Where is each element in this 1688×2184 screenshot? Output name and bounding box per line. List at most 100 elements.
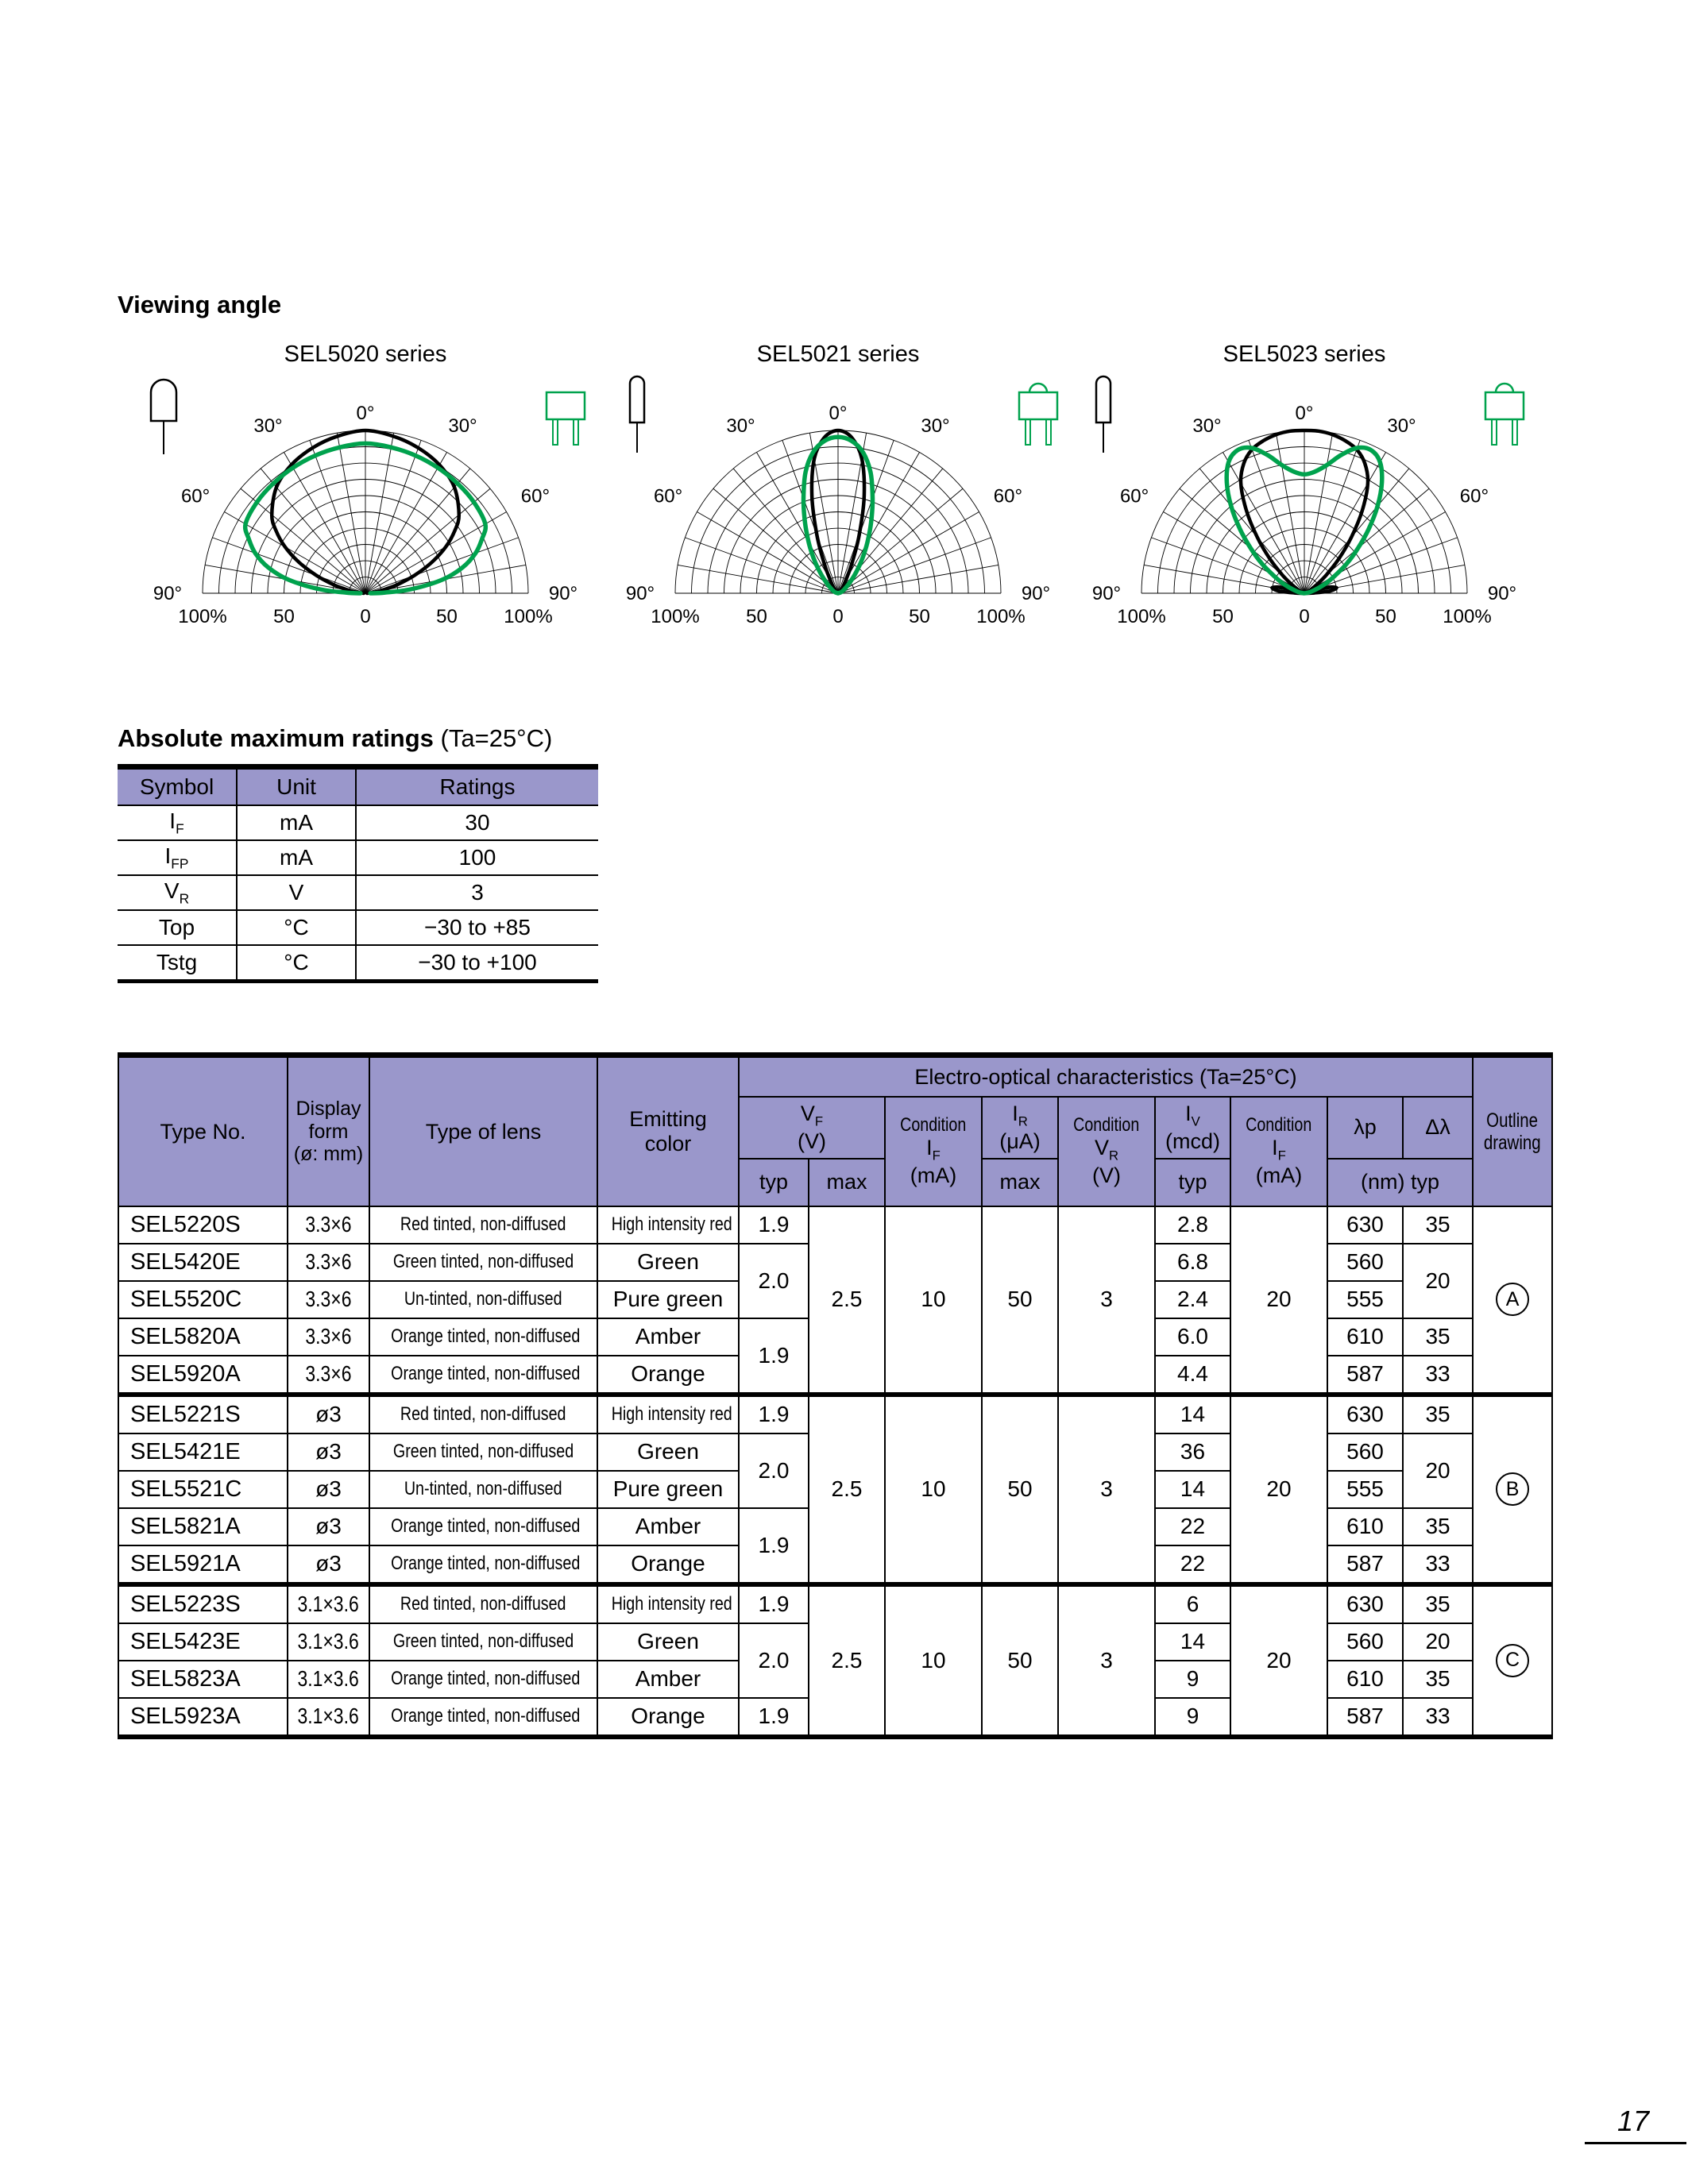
emitting-color-cell: Orange <box>597 1696 740 1738</box>
iv-typ-cell: 6 <box>1154 1581 1231 1624</box>
type-no-cell: SEL5520C <box>118 1279 288 1319</box>
iv-typ-cell: 2.8 <box>1154 1205 1231 1244</box>
iv-typ-cell: 9 <box>1154 1659 1231 1699</box>
viewing-angle-chart-sel5020: SEL5020 series 0° 30° 30° 60° 60° 90° 90° 100% 1… <box>119 341 612 647</box>
lambda-p-cell: 587 <box>1327 1354 1404 1395</box>
spec-row: SEL5821A ø3 Orange tinted, non-diffused Amb… <box>118 1507 1552 1585</box>
type-no-cell: SEL5421E <box>118 1432 288 1472</box>
amr-symbol-cell: IF <box>118 805 238 841</box>
radiation-pattern-curve <box>242 441 489 596</box>
lens-cell: Red tinted, non-diffused <box>369 1391 598 1434</box>
lambda-p-cell: 630 <box>1327 1205 1404 1244</box>
type-no-cell: SEL5521C <box>118 1469 288 1509</box>
lambda-p-cell: 610 <box>1327 1317 1404 1356</box>
amr-unit-cell: mA <box>236 839 357 876</box>
display-form-cell: 3.3×6 <box>287 1279 370 1319</box>
header-nm-typ: (nm) typ <box>1326 1157 1474 1207</box>
emitting-color-cell: Amber <box>597 1659 740 1699</box>
lens-cell: Orange tinted, non-diffused <box>369 1544 598 1585</box>
lambda-p-cell: 610 <box>1327 1507 1404 1546</box>
amr-unit-cell: °C <box>236 944 357 982</box>
polar-chart-sel5023: 0°30° 30°60° 60°90° 90°100% 100%50 500 <box>1092 375 1525 627</box>
round-led-icon <box>149 378 178 454</box>
delta-lambda-cell: 35 <box>1401 1659 1474 1699</box>
chart-title: SEL5020 series <box>284 341 447 367</box>
axis-label: 60° <box>521 486 550 507</box>
header-vf-max: max <box>808 1157 886 1207</box>
vf-max-cell: 2.5 <box>808 1205 886 1395</box>
amr-rating-cell: −30 to +85 <box>355 909 598 946</box>
ir-max-cell: 50 <box>981 1391 1059 1585</box>
axis-label: 100% <box>976 606 1025 627</box>
axis-label: 0 <box>360 606 370 627</box>
axis-label: 50 <box>1375 606 1396 627</box>
radiation-pattern-curve <box>809 428 867 596</box>
axis-label: 90° <box>549 583 577 604</box>
type-no-cell: SEL5420E <box>118 1242 288 1282</box>
vf-typ-cell: 1.9 <box>738 1696 809 1738</box>
page-number: 17 <box>1617 2105 1650 2137</box>
lens-cell: Orange tinted, non-diffused <box>369 1659 598 1699</box>
amr-row: Tstg °C −30 to +100 <box>118 944 598 982</box>
electro-optical-characteristics-table: Type No. Display form (ø: mm) Type of lens Em… <box>118 1052 1554 1739</box>
axis-label: 100% <box>651 606 699 627</box>
amr-column-header: Ratings <box>355 766 598 806</box>
spec-row: SEL5420E 3.3×6 Green tinted, non-diffused G… <box>118 1242 1552 1319</box>
axis-label: 50 <box>1212 606 1234 627</box>
axis-label: 50 <box>273 606 295 627</box>
lambda-p-cell: 560 <box>1327 1622 1404 1661</box>
viewing-angle-chart-sel5023: SEL5023 series 0° 30° 30° 60° 60° 90° 90° 100% 1… <box>1058 341 1551 647</box>
iv-typ-cell: 14 <box>1154 1469 1231 1509</box>
spec-row: SEL5421E ø3 Green tinted, non-diffused Gree… <box>118 1432 1552 1509</box>
axis-label: 30° <box>448 415 477 437</box>
condition-if-2-cell: 20 <box>1230 1581 1328 1738</box>
axis-label: 60° <box>181 486 210 507</box>
iv-typ-cell: 14 <box>1154 1622 1231 1661</box>
axis-label: 90° <box>626 583 655 604</box>
vf-typ-cell: 1.9 <box>738 1205 809 1244</box>
amr-symbol-cell: Top <box>118 909 238 946</box>
axis-label: 100% <box>1443 606 1491 627</box>
axis-label: 50 <box>746 606 767 627</box>
spec-row: SEL5223S 3.1×3.6 Red tinted, non-diffused H… <box>118 1581 1554 1738</box>
amr-rating-cell: 30 <box>355 805 598 841</box>
axis-label: 100% <box>504 606 552 627</box>
axis-label: 30° <box>921 415 949 437</box>
vf-typ-cell: 2.0 <box>738 1432 809 1509</box>
type-no-cell: SEL5221S <box>118 1391 288 1434</box>
header-display-form: Display form (ø: mm) <box>287 1054 370 1207</box>
amr-column-header: Unit <box>236 766 357 806</box>
display-form-cell: 3.1×3.6 <box>287 1622 370 1661</box>
header-type-no: Type No. <box>118 1054 288 1207</box>
header-ir-max: max <box>981 1157 1059 1207</box>
vf-typ-cell: 2.0 <box>738 1622 809 1699</box>
axis-label: 50 <box>436 606 458 627</box>
page-number-rule <box>1585 2142 1686 2144</box>
axis-label: 100% <box>178 606 226 627</box>
type-no-cell: SEL5821A <box>118 1507 288 1546</box>
axis-label: 30° <box>1192 415 1221 437</box>
header-outline-drawing: Outline drawing <box>1472 1054 1554 1207</box>
iv-typ-cell: 36 <box>1154 1432 1231 1472</box>
lens-cell: Orange tinted, non-diffused <box>369 1507 598 1546</box>
lambda-p-cell: 610 <box>1327 1659 1404 1699</box>
emitting-color-cell: High intensity red <box>597 1205 740 1244</box>
iv-typ-cell: 6.8 <box>1154 1242 1231 1282</box>
axis-label: 60° <box>654 486 682 507</box>
display-form-cell: 3.3×6 <box>287 1242 370 1282</box>
vf-typ-cell: 1.9 <box>738 1507 809 1585</box>
abs-max-ratings-heading: Absolute maximum ratings (Ta=25°C) <box>118 724 552 753</box>
spec-row: SEL5920A 3.3×6 Orange tinted, non-diffused… <box>118 1354 1552 1395</box>
polar-chart-sel5020: 0°30° 30°60° 60°90° 90°100% 100%50 500 <box>149 378 586 627</box>
axis-label: 30° <box>253 415 282 437</box>
viewing-angle-heading: Viewing angle <box>118 291 282 318</box>
type-no-cell: SEL5220S <box>118 1205 288 1244</box>
abs-max-ratings-heading-bold: Absolute maximum ratings <box>118 724 434 752</box>
header-emitting-color: Emitting color <box>597 1054 740 1207</box>
lambda-p-cell: 630 <box>1327 1391 1404 1434</box>
amr-symbol-cell: IFP <box>118 839 238 876</box>
iv-typ-cell: 6.0 <box>1154 1317 1231 1356</box>
display-form-cell: 3.3×6 <box>287 1354 370 1395</box>
lens-cell: Green tinted, non-diffused <box>369 1242 598 1282</box>
display-form-cell: 3.3×6 <box>287 1317 370 1356</box>
